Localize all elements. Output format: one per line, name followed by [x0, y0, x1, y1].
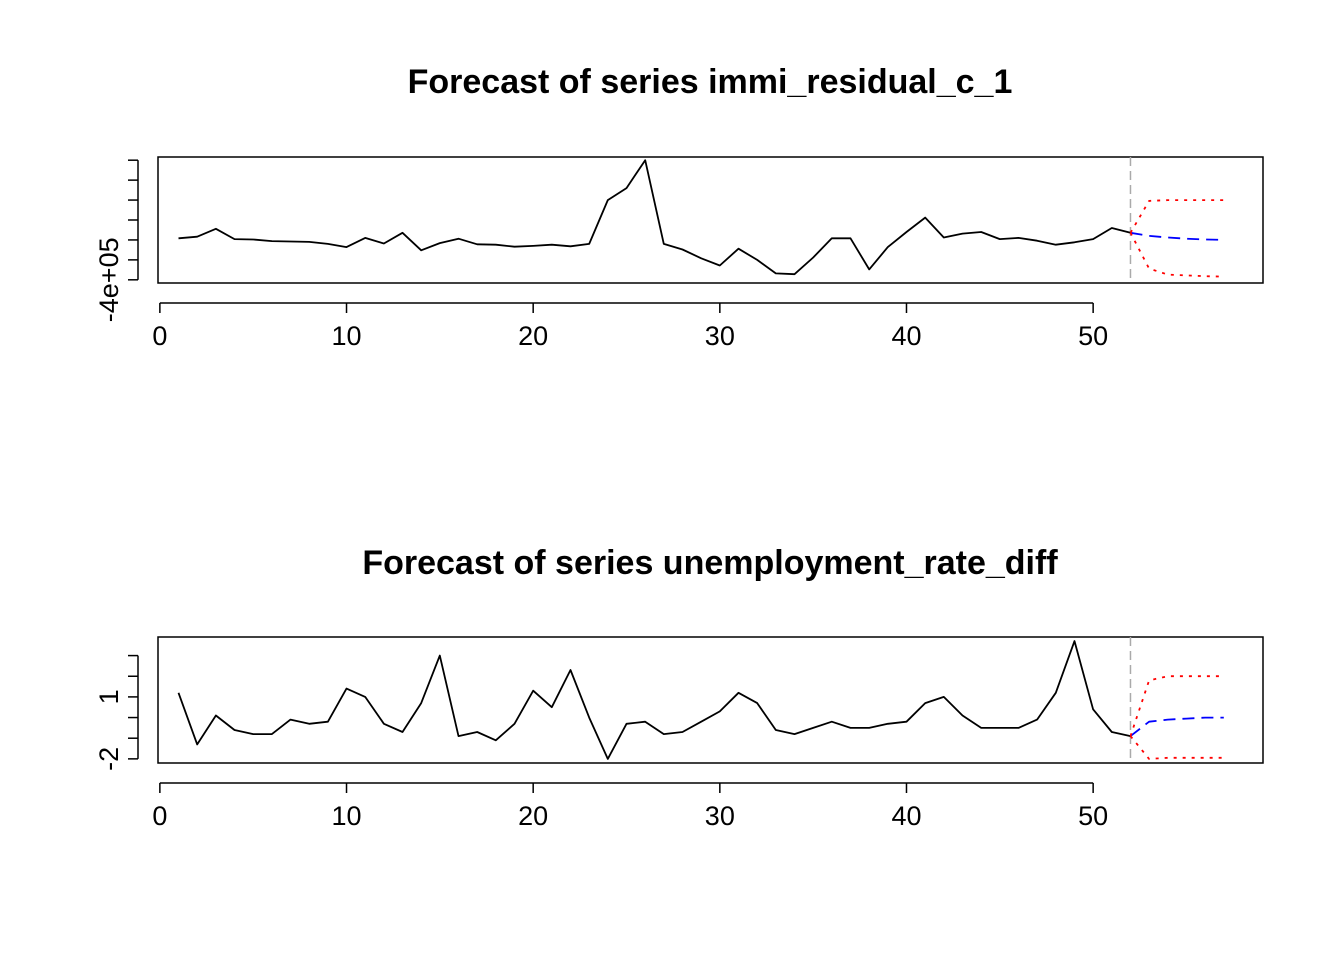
plot-frame [157, 156, 1264, 284]
x-tick-label: 20 [518, 321, 548, 351]
series-line-forecast [1129, 716, 1224, 737]
series-line-lower-bound [1129, 232, 1224, 278]
plot-frame [157, 636, 1264, 764]
series-line-observed [178, 159, 1131, 276]
chart-title: Forecast of series unemployment_rate_dif… [362, 544, 1058, 582]
y-tick-label: 1 [94, 689, 124, 704]
chart-panel-unemployment-rate-diff: Forecast of series unemployment_rate_dif… [94, 544, 1264, 831]
plot-marks [178, 157, 1224, 283]
series-line-upper-bound [1129, 675, 1224, 737]
series-line-upper-bound [1129, 199, 1224, 234]
x-tick-label: 10 [331, 321, 361, 351]
x-tick-label: 10 [331, 801, 361, 831]
x-axis: 0 10 20 30 40 50 [152, 782, 1108, 831]
x-axis: 0 10 20 30 40 50 [152, 302, 1108, 351]
y-axis: -2 1 [94, 654, 139, 771]
x-tick-label: 30 [705, 321, 735, 351]
plot-marks [177, 637, 1224, 763]
x-tick-label: 50 [1078, 321, 1108, 351]
series-line-forecast [1130, 231, 1224, 241]
y-axis: -4e+05 [94, 159, 139, 322]
x-tick-label: 20 [518, 801, 548, 831]
chart-panel-immi-residual: Forecast of series immi_residual_c_1 0 10… [94, 63, 1264, 351]
series-line-observed [177, 640, 1131, 760]
chart-title: Forecast of series immi_residual_c_1 [408, 63, 1013, 101]
x-tick-label: 0 [152, 321, 167, 351]
x-tick-label: 30 [705, 801, 735, 831]
x-tick-label: 40 [891, 801, 921, 831]
x-tick-label: 40 [891, 321, 921, 351]
y-tick-label: -2 [94, 747, 124, 771]
y-tick-label: -4e+05 [94, 237, 124, 322]
x-tick-label: 50 [1078, 801, 1108, 831]
x-tick-label: 0 [152, 801, 167, 831]
